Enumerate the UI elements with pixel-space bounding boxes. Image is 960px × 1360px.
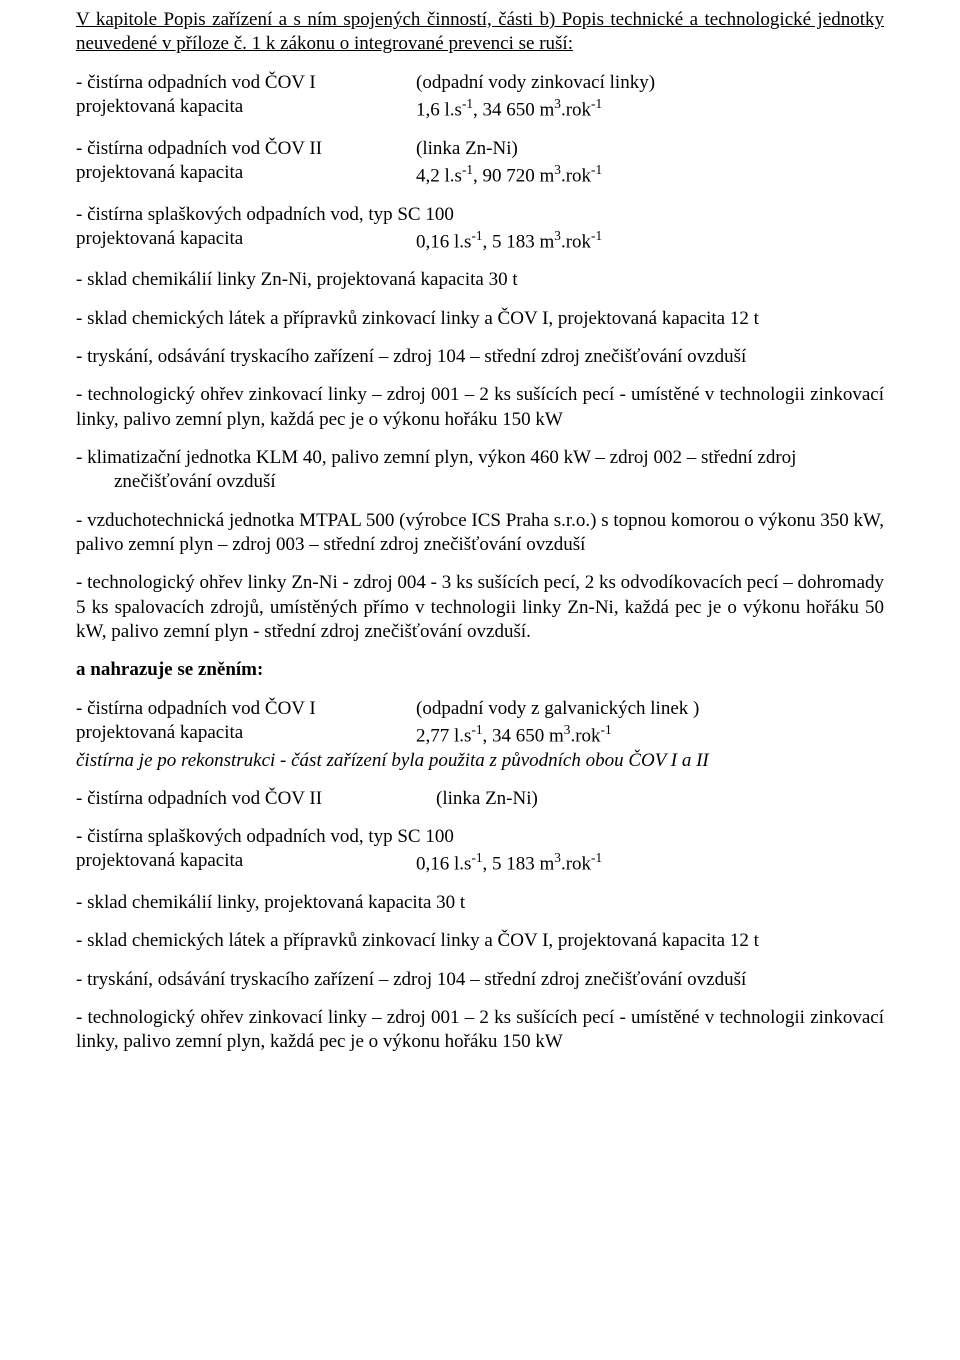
rep-sc100-cap-label: projektovaná kapacita — [76, 849, 416, 877]
cov1-desc: (odpadní vody zinkovací linky) — [416, 71, 655, 95]
rep-cov1-label: - čistírna odpadních vod ČOV I — [76, 697, 416, 721]
entry-chem-znni: - sklad chemikálií linky Zn-Ni, projekto… — [76, 268, 884, 292]
sc100-cap-label: projektovaná kapacita — [76, 227, 416, 255]
cov1-cap-label: projektovaná kapacita — [76, 95, 416, 123]
sc100-label: - čistírna splaškových odpadních vod, ty… — [76, 203, 884, 227]
rep-cov1-desc: (odpadní vody z galvanických linek ) — [416, 697, 699, 721]
entry-tryskani: - tryskání, odsávání tryskacího zařízení… — [76, 345, 884, 369]
rep-cov2: - čistírna odpadních vod ČOV II (linka Z… — [76, 787, 884, 811]
rep-sc100-cap-val: 0,16 l.s-1, 5 183 m3.rok-1 — [416, 849, 602, 877]
rep-tryskani: - tryskání, odsávání tryskacího zařízení… — [76, 968, 884, 992]
cov2-desc: (linka Zn-Ni) — [416, 137, 518, 161]
entry-cov2: - čistírna odpadních vod ČOV II (linka Z… — [76, 137, 884, 189]
cov2-label: - čistírna odpadních vod ČOV II — [76, 137, 416, 161]
cov2-cap-label: projektovaná kapacita — [76, 161, 416, 189]
entry-sc100: - čistírna splaškových odpadních vod, ty… — [76, 203, 884, 255]
rep-cov2-label: - čistírna odpadních vod ČOV II — [76, 787, 436, 811]
rep-cov1-cap-label: projektovaná kapacita — [76, 721, 416, 749]
rep-cov1-cap-val: 2,77 l.s-1, 34 650 m3.rok-1 — [416, 721, 612, 749]
rep-cov1-note: čistírna je po rekonstrukci - část zaříz… — [76, 749, 884, 773]
entry-ohrev-znni: - technologický ohřev linky Zn-Ni - zdro… — [76, 571, 884, 644]
rep-sc100-label: - čistírna splaškových odpadních vod, ty… — [76, 825, 884, 849]
cov1-cap-val: 1,6 l.s-1, 34 650 m3.rok-1 — [416, 95, 602, 123]
replaced-heading: a nahrazuje se zněním: — [76, 658, 884, 682]
rep-cov2-desc: (linka Zn-Ni) — [436, 787, 538, 811]
rep-chem-cov1: - sklad chemických látek a přípravků zin… — [76, 929, 884, 953]
entry-chem-cov1: - sklad chemických látek a přípravků zin… — [76, 307, 884, 331]
intro-underline: V kapitole Popis zařízení a s ním spojen… — [76, 9, 884, 54]
intro-line: V kapitole Popis zařízení a s ním spojen… — [76, 8, 884, 57]
rep-cov1: - čistírna odpadních vod ČOV I (odpadní … — [76, 697, 884, 773]
rep-ohrev-zink: - technologický ohřev zinkovací linky – … — [76, 1006, 884, 1055]
sc100-cap-val: 0,16 l.s-1, 5 183 m3.rok-1 — [416, 227, 602, 255]
klm40-line2: znečišťování ovzduší — [76, 470, 884, 494]
entry-cov1: - čistírna odpadních vod ČOV I (odpadní … — [76, 71, 884, 123]
klm40-line1: - klimatizační jednotka KLM 40, palivo z… — [76, 446, 884, 470]
cov1-label: - čistírna odpadních vod ČOV I — [76, 71, 416, 95]
entry-ohrev-zink: - technologický ohřev zinkovací linky – … — [76, 383, 884, 432]
cov2-cap-val: 4,2 l.s-1, 90 720 m3.rok-1 — [416, 161, 602, 189]
entry-mtpal500: - vzduchotechnická jednotka MTPAL 500 (v… — [76, 509, 884, 558]
rep-sc100: - čistírna splaškových odpadních vod, ty… — [76, 825, 884, 877]
rep-chem: - sklad chemikálií linky, projektovaná k… — [76, 891, 884, 915]
entry-klm40: - klimatizační jednotka KLM 40, palivo z… — [76, 446, 884, 495]
